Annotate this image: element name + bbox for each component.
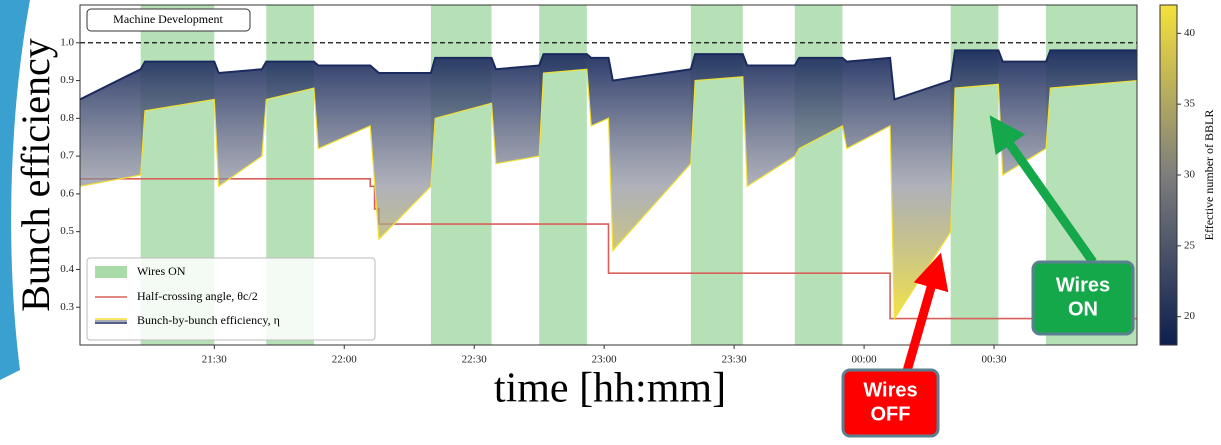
callout-box [1031, 260, 1135, 336]
arrow [989, 115, 1097, 265]
x-tick-label: 22:00 [332, 354, 358, 366]
y-tick-label: 0.8 [60, 112, 74, 124]
plot-frame [79, 4, 1138, 346]
y-tick-label: 1.0 [60, 36, 74, 48]
y-tick-label: 0.9 [60, 74, 74, 86]
efficiency-upper [79, 49, 1137, 101]
colorbar-tick-label: 20 [1184, 310, 1196, 322]
annotation: Machine Development [113, 12, 223, 26]
y-tick-label: 0.3 [60, 301, 74, 313]
x-tick-label: 23:30 [722, 354, 748, 366]
callout-text: Wires [1056, 274, 1110, 296]
callout-box [841, 368, 940, 438]
colorbar-tick-label: 40 [1184, 27, 1196, 39]
x-tick-label: 00:00 [852, 354, 878, 366]
x-tick-label: 00:30 [982, 354, 1008, 366]
callout-text: OFF [871, 403, 911, 425]
x-tick-label: 23:00 [592, 354, 618, 366]
y-tick-label: 0.7 [60, 150, 74, 162]
x-tick-label: 22:30 [462, 354, 488, 366]
colorbar-tick-label: 25 [1184, 239, 1196, 251]
colorbar [1159, 4, 1178, 346]
efficiency-area [80, 50, 1137, 319]
y-tick-label: 0.4 [60, 263, 74, 275]
colorbar-tick-label: 35 [1184, 98, 1196, 110]
arrow [900, 252, 949, 380]
wires-on-band [430, 5, 492, 345]
colorbar-tick-label: 30 [1184, 169, 1196, 181]
y-tick-label: 0.6 [60, 187, 74, 199]
x-axis-label: time [hh:mm] [494, 366, 726, 412]
y-axis-label: Bunch efficiency [13, 38, 58, 312]
efficiency-lower [79, 68, 1138, 321]
legend-label: Wires ON [137, 264, 186, 278]
colorbar-label: Effective number of BBLR [1202, 110, 1216, 241]
annotation-box [86, 8, 251, 32]
legend-box [86, 257, 376, 341]
legend-swatch [95, 266, 127, 278]
legend-label: Bunch-by-bunch efficiency, η [137, 313, 280, 327]
callout-text: Wires [863, 379, 917, 401]
callout-text: ON [1068, 298, 1098, 320]
slide-decoration [0, 0, 30, 380]
y-tick-label: 0.5 [60, 225, 74, 237]
legend-label: Half-crossing angle, θc/2 [137, 289, 258, 303]
wires-on-band [794, 5, 843, 345]
x-tick-label: 21:30 [202, 354, 228, 366]
